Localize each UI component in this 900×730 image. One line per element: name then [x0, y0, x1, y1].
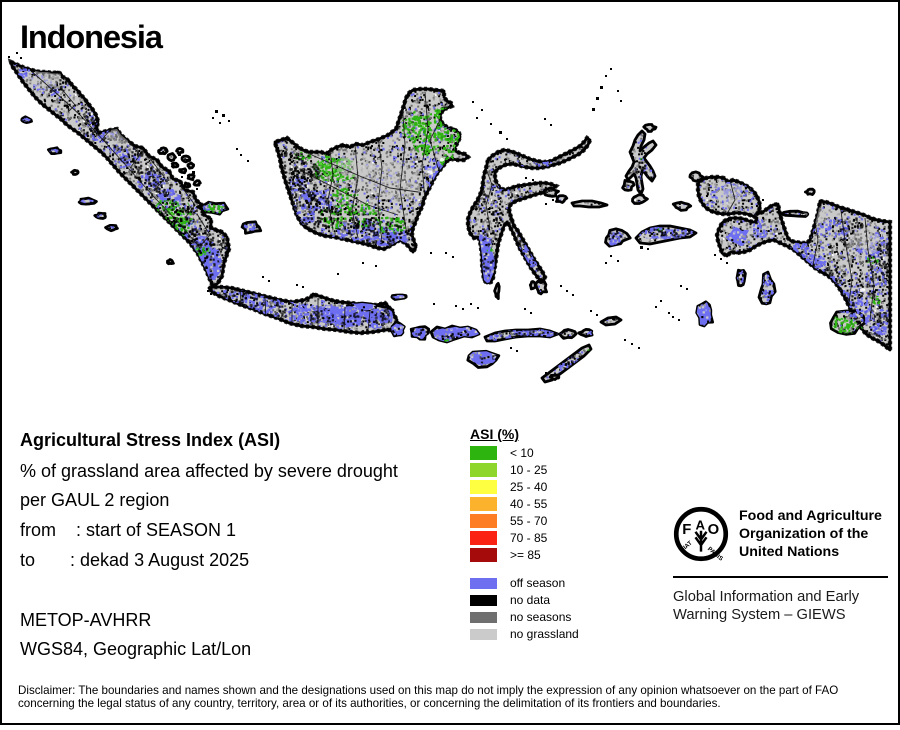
svg-text:O: O: [708, 522, 720, 538]
svg-text:A: A: [696, 518, 706, 533]
svg-text:F: F: [682, 522, 691, 538]
